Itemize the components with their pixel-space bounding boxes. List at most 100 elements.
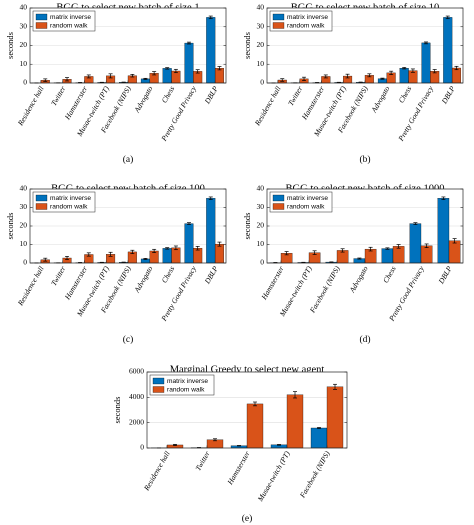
- legend-swatch-matrix-inverse: [35, 194, 48, 202]
- x-tick-label: Advogato: [369, 84, 392, 114]
- bar-random-walk: [246, 403, 264, 449]
- y-tick-label: 4000: [129, 392, 144, 401]
- bar-matrix-inverse: [184, 223, 194, 264]
- x-tick-label: Residence hall: [15, 85, 45, 128]
- y-tick-label: 20: [257, 40, 265, 49]
- x-tick-label: Facebook (NIPS): [307, 264, 342, 315]
- y-tick-label: 10: [257, 59, 265, 68]
- x-tick-label: Chess: [160, 264, 177, 284]
- x-tick-label: Twitter: [193, 449, 211, 472]
- legend-box: [32, 10, 96, 32]
- y-axis-label: seconds: [242, 32, 252, 59]
- y-tick-label: 10: [20, 59, 28, 68]
- x-tick-label: Twitter: [286, 84, 304, 107]
- x-tick-label: Advogato: [347, 264, 370, 294]
- y-axis-label: seconds: [5, 32, 15, 59]
- bar-matrix-inverse: [184, 42, 194, 84]
- y-tick-label: 0: [260, 258, 264, 267]
- x-tick-label: Hamsterster: [259, 264, 286, 302]
- x-tick-label: DBLP: [436, 264, 454, 286]
- legend-label: random walk: [287, 203, 325, 210]
- legend-label: matrix inverse: [287, 195, 328, 202]
- x-tick-label: Twitter: [49, 84, 67, 107]
- legend-label: random walk: [287, 22, 325, 29]
- legend-swatch-random-walk: [272, 22, 285, 29]
- y-axis-label: seconds: [242, 213, 252, 240]
- legend-box: [269, 191, 333, 213]
- subfigure-caption: (a): [123, 154, 134, 165]
- y-tick-label: 0: [140, 443, 144, 452]
- x-tick-label: Residence hall: [252, 85, 282, 128]
- y-tick-label: 30: [20, 202, 28, 211]
- x-tick-label: DBLP: [439, 84, 457, 106]
- x-tick-label: Chess: [397, 84, 414, 104]
- bar-random-walk: [214, 68, 224, 84]
- chart-panel-1: BGG to select new batch of size 10010203…: [242, 2, 464, 165]
- legend-label: random walk: [50, 203, 88, 210]
- bar-matrix-inverse: [409, 223, 422, 264]
- y-tick-label: 20: [20, 40, 28, 49]
- x-tick-label: Chess: [160, 84, 177, 104]
- y-tick-label: 0: [23, 78, 27, 87]
- axes-box: [266, 7, 464, 84]
- y-tick-label: 40: [257, 3, 265, 12]
- bar-random-walk: [286, 394, 304, 449]
- bar-matrix-inverse: [421, 42, 431, 84]
- x-tick-label: Advogato: [132, 84, 155, 114]
- bar-random-walk: [420, 245, 433, 264]
- legend-label: matrix inverse: [287, 14, 328, 21]
- x-tick-label: Advogato: [132, 264, 155, 294]
- y-tick-label: 30: [257, 21, 265, 30]
- bar-random-walk: [193, 248, 203, 264]
- chart-title: Marginal Greedy to select new agent: [170, 364, 325, 375]
- bar-random-walk: [392, 246, 405, 264]
- x-tick-label: Musae-twitch (PT): [255, 449, 292, 504]
- legend-swatch-matrix-inverse: [272, 13, 285, 21]
- y-tick-label: 40: [20, 184, 28, 193]
- bar-random-walk: [326, 386, 344, 449]
- y-tick-label: 40: [20, 3, 28, 12]
- y-tick-label: 2000: [129, 417, 144, 426]
- legend-swatch-matrix-inverse: [35, 13, 48, 21]
- bar-random-walk: [171, 247, 181, 264]
- chart-panel-0: BGG to select new batch of size 10102030…: [5, 2, 227, 165]
- x-tick-label: Residence hall: [15, 265, 45, 308]
- bar-random-walk: [448, 240, 461, 264]
- axes-box: [146, 371, 348, 449]
- legend-label: random walk: [167, 386, 205, 393]
- bar-matrix-inverse: [162, 68, 172, 84]
- subfigure-caption: (e): [242, 513, 253, 524]
- subfigure-caption: (c): [123, 334, 134, 345]
- bar-matrix-inverse: [381, 248, 394, 264]
- y-tick-label: 10: [257, 239, 265, 248]
- axes-box: [29, 7, 227, 84]
- legend-swatch-random-walk: [35, 203, 48, 210]
- bar-random-walk: [214, 243, 224, 264]
- y-tick-label: 10: [20, 239, 28, 248]
- legend-label: random walk: [50, 22, 88, 29]
- axes-box: [266, 188, 464, 264]
- bar-matrix-inverse: [399, 68, 409, 84]
- subfigure-caption: (b): [359, 154, 370, 165]
- x-tick-label: DBLP: [202, 264, 220, 286]
- legend-swatch-random-walk: [152, 386, 165, 393]
- x-tick-label: Chess: [381, 264, 398, 284]
- y-tick-label: 0: [260, 78, 264, 87]
- legend-swatch-matrix-inverse: [152, 377, 165, 385]
- subfigure-caption: (d): [359, 334, 370, 345]
- legend-box: [149, 374, 215, 396]
- y-tick-label: 30: [20, 21, 28, 30]
- legend-box: [32, 191, 96, 213]
- bar-matrix-inverse: [437, 198, 450, 264]
- x-tick-label: DBLP: [202, 84, 220, 106]
- y-axis-label: seconds: [5, 213, 15, 240]
- bar-matrix-inverse: [162, 248, 172, 264]
- legend-swatch-random-walk: [272, 203, 285, 210]
- y-tick-label: 0: [23, 258, 27, 267]
- legend-label: matrix inverse: [50, 14, 91, 21]
